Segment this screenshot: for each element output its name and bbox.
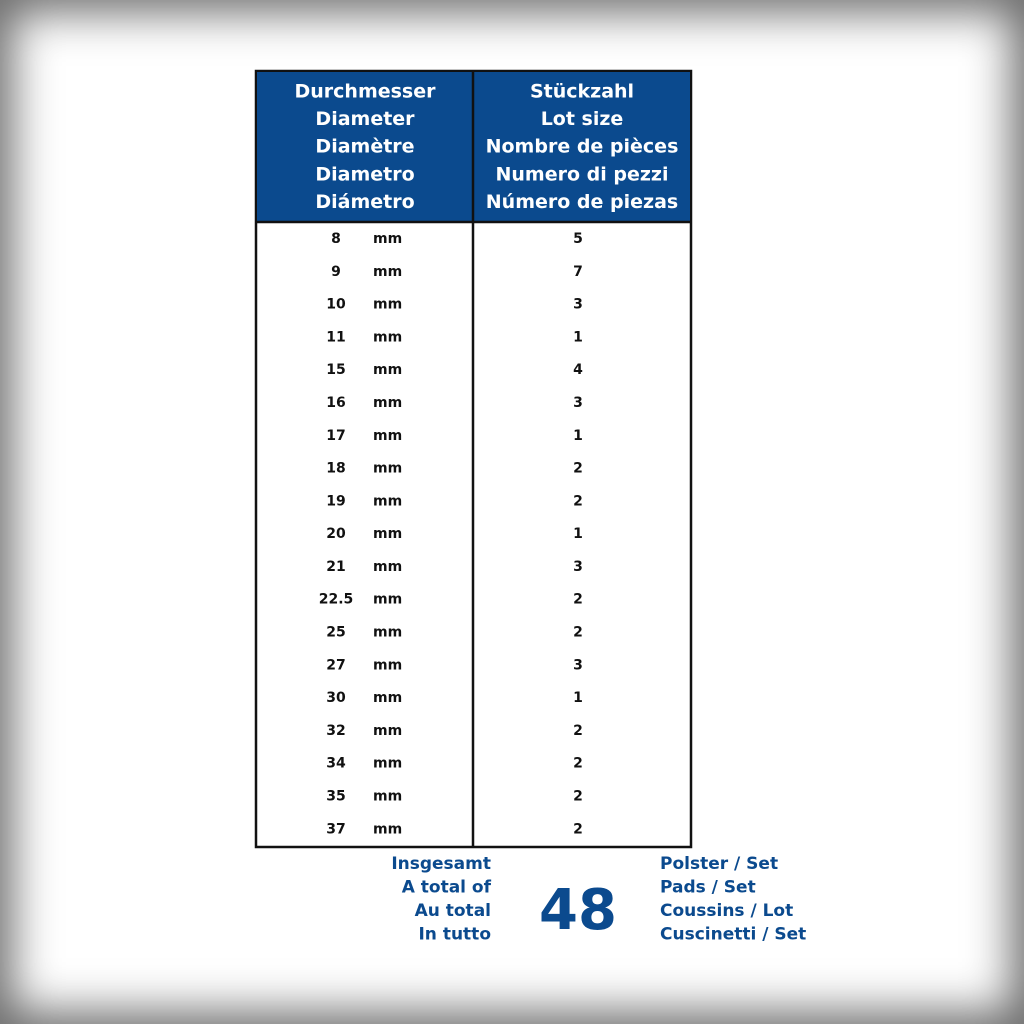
diameter-unit: mm [373, 297, 402, 313]
unit-label: Pads / Set [660, 878, 756, 898]
lot-count: 1 [573, 526, 583, 542]
diameter-value: 20 [326, 526, 346, 542]
lot-count: 3 [573, 657, 583, 673]
diameter-unit: mm [373, 428, 402, 444]
lot-count: 3 [573, 297, 583, 313]
diameter-value: 35 [326, 788, 345, 804]
diameter-value: 34 [326, 756, 346, 772]
diameter-unit: mm [373, 329, 402, 345]
diameter-value: 21 [326, 559, 345, 575]
lot-count: 2 [573, 592, 583, 608]
lot-count: 2 [573, 756, 583, 772]
lot-count: 3 [573, 559, 583, 575]
diameter-unit: mm [373, 690, 402, 706]
lot-count: 5 [573, 231, 583, 247]
diameter-unit: mm [373, 493, 402, 509]
diameter-value: 25 [326, 625, 345, 641]
diameter-value: 18 [326, 461, 345, 477]
diameter-unit: mm [373, 526, 402, 542]
header-lot-size: Nombre de pièces [486, 136, 679, 158]
diameter-value: 8 [331, 231, 341, 247]
header-lot-size: Stückzahl [530, 81, 634, 103]
lot-count: 1 [573, 428, 583, 444]
lot-count: 2 [573, 461, 583, 477]
lot-count: 2 [573, 493, 583, 509]
unit-label: Polster / Set [660, 854, 778, 874]
lot-count: 1 [573, 690, 583, 706]
header-lot-size: Lot size [541, 108, 624, 130]
lot-count: 3 [573, 395, 583, 411]
diameter-value: 27 [326, 657, 345, 673]
diameter-unit: mm [373, 723, 402, 739]
diameter-unit: mm [373, 231, 402, 247]
diameter-value: 10 [326, 297, 346, 313]
diameter-value: 32 [326, 723, 345, 739]
diameter-unit: mm [373, 756, 402, 772]
lot-count: 2 [573, 723, 583, 739]
lot-count: 2 [573, 788, 583, 804]
diameter-unit: mm [373, 788, 402, 804]
diameter-value: 17 [326, 428, 345, 444]
diameter-unit: mm [373, 395, 402, 411]
diameter-unit: mm [373, 592, 402, 608]
diameter-value: 16 [326, 395, 345, 411]
diameter-unit: mm [373, 362, 402, 378]
diameter-value: 15 [326, 362, 345, 378]
diameter-value: 37 [326, 821, 345, 837]
header-lot-size: Número de piezas [486, 191, 678, 213]
diameter-unit: mm [373, 559, 402, 575]
lot-count: 4 [573, 362, 583, 378]
header-diameter: Diamètre [315, 136, 414, 158]
total-label: A total of [402, 878, 492, 898]
diameter-unit: mm [373, 657, 402, 673]
total-label: In tutto [418, 925, 491, 945]
total-value: 48 [539, 878, 617, 943]
header-diameter: Diametro [315, 163, 414, 185]
diameter-unit: mm [373, 264, 402, 280]
header-lot-size: Numero di pezzi [496, 163, 669, 185]
total-label: Insgesamt [391, 854, 491, 874]
diameter-value: 9 [331, 264, 341, 280]
unit-label: Coussins / Lot [660, 901, 793, 921]
lot-count: 1 [573, 329, 583, 345]
diameter-value: 30 [326, 690, 346, 706]
diameter-unit: mm [373, 625, 402, 641]
header-diameter: Diameter [315, 108, 415, 130]
lot-count: 2 [573, 625, 583, 641]
header-diameter: Diámetro [315, 191, 414, 213]
lot-count: 2 [573, 821, 583, 837]
diameter-value: 22.5 [319, 592, 354, 608]
header-diameter: Durchmesser [294, 81, 436, 103]
diameter-unit: mm [373, 461, 402, 477]
diameter-unit: mm [373, 821, 402, 837]
diameter-value: 11 [326, 329, 345, 345]
total-label: Au total [415, 901, 491, 921]
lot-count: 7 [573, 264, 583, 280]
diameter-value: 19 [326, 493, 345, 509]
unit-label: Cuscinetti / Set [660, 925, 806, 945]
